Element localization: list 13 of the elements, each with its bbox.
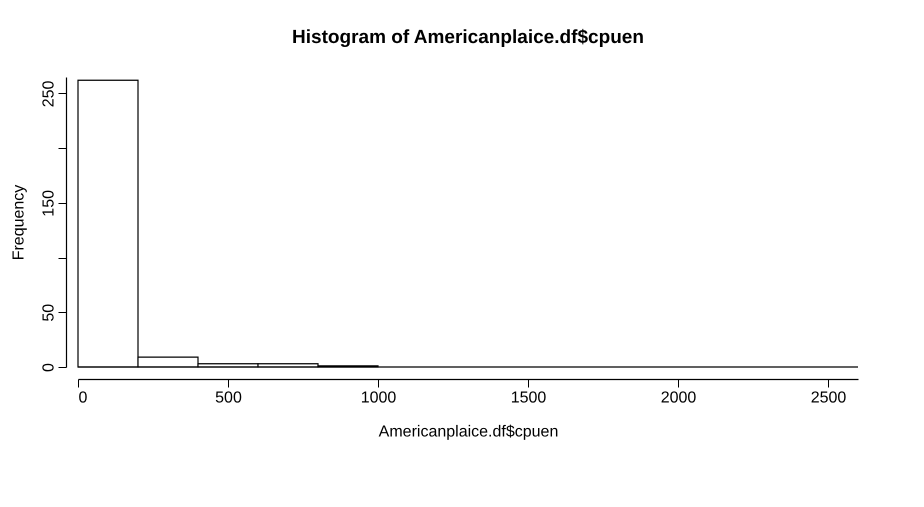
x-tick-label: 2500 bbox=[810, 390, 846, 406]
x-axis-title: Americanplaice.df$cpuen bbox=[378, 424, 558, 440]
y-axis-title: Frequency bbox=[10, 184, 28, 260]
chart-title: Histogram of Americanplaice.df$cpuen bbox=[292, 27, 644, 48]
x-tick-label: 1000 bbox=[360, 390, 396, 406]
x-tick-label: 0 bbox=[78, 390, 88, 406]
x-tick-label: 500 bbox=[215, 390, 242, 406]
y-tick-label: 150 bbox=[40, 190, 58, 217]
y-tick-label: 0 bbox=[40, 362, 58, 372]
x-tick-label: 2000 bbox=[660, 390, 696, 406]
y-tick-label: 50 bbox=[40, 304, 58, 322]
x-tick-label: 1500 bbox=[510, 390, 546, 406]
y-tick-label: 250 bbox=[40, 80, 58, 108]
